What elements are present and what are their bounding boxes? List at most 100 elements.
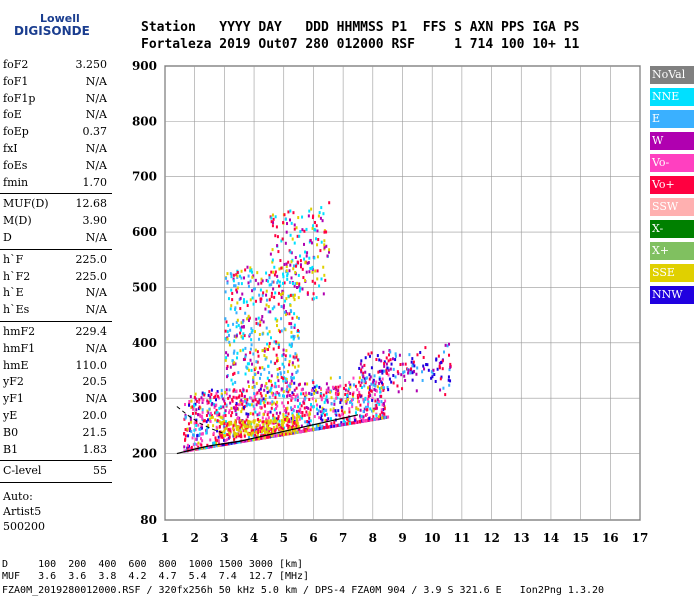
echo-point [372, 378, 375, 382]
echo-point [363, 384, 366, 388]
echo-point [437, 354, 440, 358]
echo-point [321, 219, 324, 223]
echo-point [325, 382, 328, 386]
echo-point [287, 390, 290, 394]
echo-point [366, 408, 369, 412]
echo-point [235, 334, 238, 338]
echo-point [281, 401, 284, 405]
echo-point [352, 421, 355, 425]
echo-point [236, 351, 239, 355]
legend-item-vo: Vo+ [650, 176, 694, 194]
echo-point [269, 389, 272, 393]
param-row-hmf1: hmF1 N/A [3, 342, 107, 358]
echo-point [299, 286, 302, 290]
echo-point [318, 427, 321, 431]
echo-point [237, 403, 240, 407]
separator [0, 482, 112, 484]
echo-point [254, 429, 257, 433]
echo-point [369, 394, 372, 398]
echo-point [436, 367, 439, 371]
echo-point [234, 396, 237, 400]
echo-point [268, 427, 271, 431]
echo-point [364, 356, 367, 360]
param-row-md: M(D) 3.90 [3, 214, 107, 230]
echo-point [261, 366, 264, 370]
echo-point [235, 396, 238, 400]
param-key: yE [3, 409, 18, 422]
echo-point [313, 256, 316, 260]
echo-point [208, 417, 211, 421]
echo-point [282, 272, 285, 276]
echo-point [335, 393, 338, 397]
echo-point [276, 422, 279, 426]
dashed-trace [176, 406, 225, 435]
echo-point [271, 400, 274, 404]
echo-point [257, 423, 260, 427]
echo-point [329, 390, 332, 394]
echo-point [295, 226, 298, 230]
echo-point [226, 364, 229, 368]
echo-point [321, 412, 324, 416]
echo-point [214, 394, 217, 398]
echo-point [295, 426, 298, 430]
echo-point [263, 367, 266, 371]
echo-point [207, 424, 210, 428]
echo-point [289, 209, 292, 213]
echo-point [334, 385, 337, 389]
echo-point [229, 401, 232, 405]
echo-point [320, 398, 323, 402]
echo-point [351, 405, 354, 409]
echo-point [380, 400, 383, 404]
echo-point [207, 401, 210, 405]
echo-point [272, 419, 275, 423]
echo-point [293, 381, 296, 385]
echo-point [270, 391, 273, 395]
echo-point [291, 391, 294, 395]
echo-point [294, 282, 297, 286]
echo-point [312, 214, 315, 218]
echo-point [274, 215, 277, 219]
x-tick-label: 2 [191, 531, 199, 545]
echo-point [195, 443, 198, 447]
echo-point [323, 400, 326, 404]
echo-point [387, 388, 390, 392]
echo-point [327, 389, 330, 393]
echo-point [432, 368, 435, 372]
echo-point [266, 435, 269, 439]
echo-point [373, 393, 376, 397]
echo-point [344, 392, 347, 396]
echo-point [372, 383, 375, 387]
echo-point [241, 400, 244, 404]
echo-point [186, 443, 189, 447]
y-tick-label: 900 [132, 59, 157, 73]
echo-point [221, 435, 224, 439]
echo-point [376, 398, 379, 402]
echo-point [252, 420, 255, 424]
echo-point [223, 429, 226, 433]
echo-point [299, 265, 302, 269]
echo-point [270, 374, 273, 378]
echo-point [222, 424, 225, 428]
echo-point [325, 391, 328, 395]
echo-point [291, 376, 294, 380]
echo-point [278, 291, 281, 295]
echo-point [205, 413, 208, 417]
x-tick-label: 16 [602, 531, 619, 545]
echo-point [230, 273, 233, 277]
echo-point [284, 328, 287, 332]
echo-point [360, 380, 363, 384]
echo-point [194, 402, 197, 406]
echo-point [295, 371, 298, 375]
echo-point [199, 437, 202, 441]
echo-point [286, 416, 289, 420]
echo-point [224, 427, 227, 431]
echo-point [348, 416, 351, 420]
x-tick-label: 4 [250, 531, 258, 545]
echo-point [254, 425, 257, 429]
echo-point [339, 384, 342, 388]
echo-point [315, 423, 318, 427]
echo-point [253, 421, 256, 425]
echo-point [247, 380, 250, 384]
echo-point [269, 401, 272, 405]
echo-point [301, 267, 304, 271]
